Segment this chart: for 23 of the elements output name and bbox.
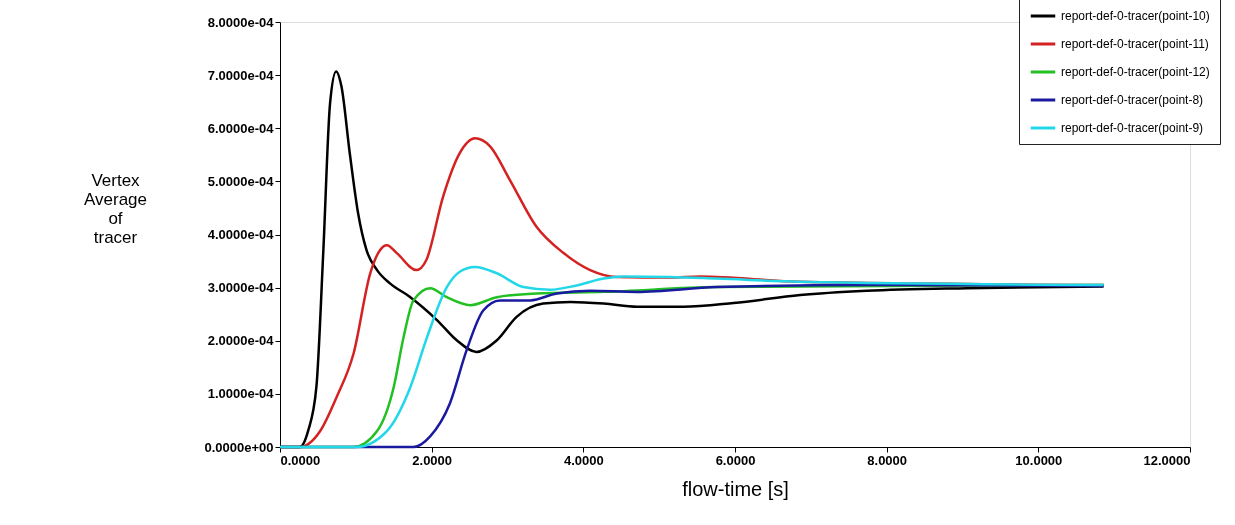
y-tick-label: 5.0000e-04: [207, 173, 275, 189]
y-tick-label: 4.0000e-04: [207, 227, 275, 242]
y-tick-label: 7.0000e-04: [207, 67, 275, 83]
legend-label: report-def-0-tracer(point-12): [1061, 65, 1210, 79]
y-tick-label: 0.0000e+00: [204, 439, 274, 455]
x-tick-label: 6.0000: [715, 452, 756, 468]
legend-label: report-def-0-tracer(point-8): [1061, 93, 1204, 107]
x-tick-label: 2.0000: [412, 452, 453, 468]
x-tick-label: 10.0000: [1015, 452, 1063, 468]
x-tick-label: 12.0000: [1143, 452, 1191, 468]
x-tick-label: 8.0000: [867, 452, 908, 468]
y-tick-label: 6.0000e-04: [207, 120, 275, 136]
y-tick-label: 1.0000e-04: [207, 386, 275, 402]
x-axis-title: flow-time [s]: [682, 477, 789, 500]
y-tick-label: 8.0000e-04: [207, 14, 275, 30]
legend-label: report-def-0-tracer(point-10): [1061, 9, 1210, 23]
x-tick-label: 4.0000: [563, 452, 604, 468]
y-tick-label: 3.0000e-04: [207, 280, 275, 296]
legend-label: report-def-0-tracer(point-11): [1061, 37, 1209, 51]
y-tick-label: 2.0000e-04: [207, 333, 275, 349]
legend-label: report-def-0-tracer(point-9): [1061, 121, 1204, 135]
y-axis-title: Vertex Average of tracer: [83, 170, 148, 247]
x-tick-label: 0.0000: [280, 452, 321, 468]
